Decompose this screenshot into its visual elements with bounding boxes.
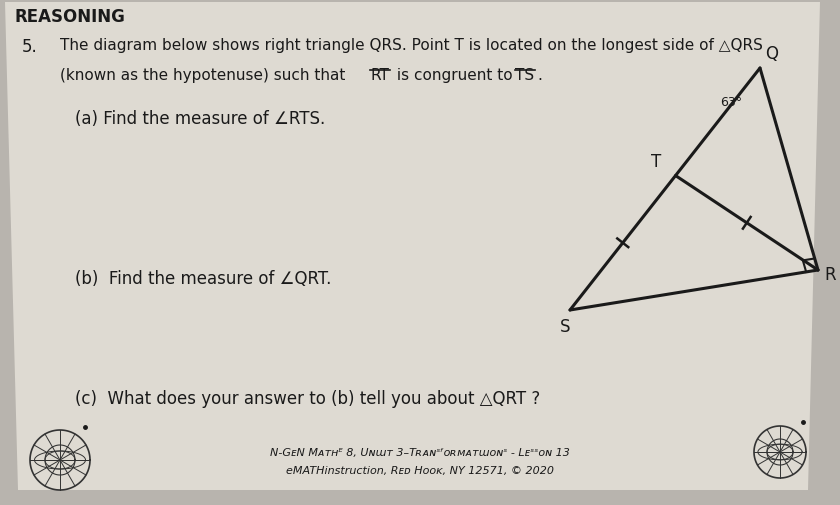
Text: (c)  What does your answer to (b) tell you about △QRT ?: (c) What does your answer to (b) tell yo… bbox=[75, 390, 540, 408]
Text: R: R bbox=[824, 266, 836, 284]
Text: The diagram below shows right triangle QRS. Point T is located on the longest si: The diagram below shows right triangle Q… bbox=[60, 38, 763, 53]
Text: 5.: 5. bbox=[22, 38, 38, 56]
Text: S: S bbox=[559, 318, 570, 336]
Text: TS: TS bbox=[515, 68, 534, 83]
Text: Q: Q bbox=[765, 45, 778, 63]
Text: is congruent to: is congruent to bbox=[392, 68, 517, 83]
Text: T: T bbox=[650, 153, 661, 171]
Text: N-GᴇN Mᴀᴛʜᴱ 8, Uɴɯᴛ 3–Tʀᴀɴˢᶠᴏʀᴍᴀᴛɯᴏɴˢ - Lᴇˢˢᴏɴ 13: N-GᴇN Mᴀᴛʜᴱ 8, Uɴɯᴛ 3–Tʀᴀɴˢᶠᴏʀᴍᴀᴛɯᴏɴˢ - … bbox=[270, 448, 570, 458]
Text: eMATHinstruction, Rᴇᴅ Hᴏᴏᴋ, NY 12571, © 2020: eMATHinstruction, Rᴇᴅ Hᴏᴏᴋ, NY 12571, © … bbox=[286, 466, 554, 476]
Text: .: . bbox=[537, 68, 542, 83]
Text: (known as the hypotenuse) such that: (known as the hypotenuse) such that bbox=[60, 68, 350, 83]
Text: RT: RT bbox=[370, 68, 389, 83]
Polygon shape bbox=[5, 2, 820, 490]
Text: (a) Find the measure of ∠RTS.: (a) Find the measure of ∠RTS. bbox=[75, 110, 325, 128]
Text: (b)  Find the measure of ∠QRT.: (b) Find the measure of ∠QRT. bbox=[75, 270, 331, 288]
Text: REASONING: REASONING bbox=[15, 8, 126, 26]
Text: 63°: 63° bbox=[720, 96, 742, 109]
